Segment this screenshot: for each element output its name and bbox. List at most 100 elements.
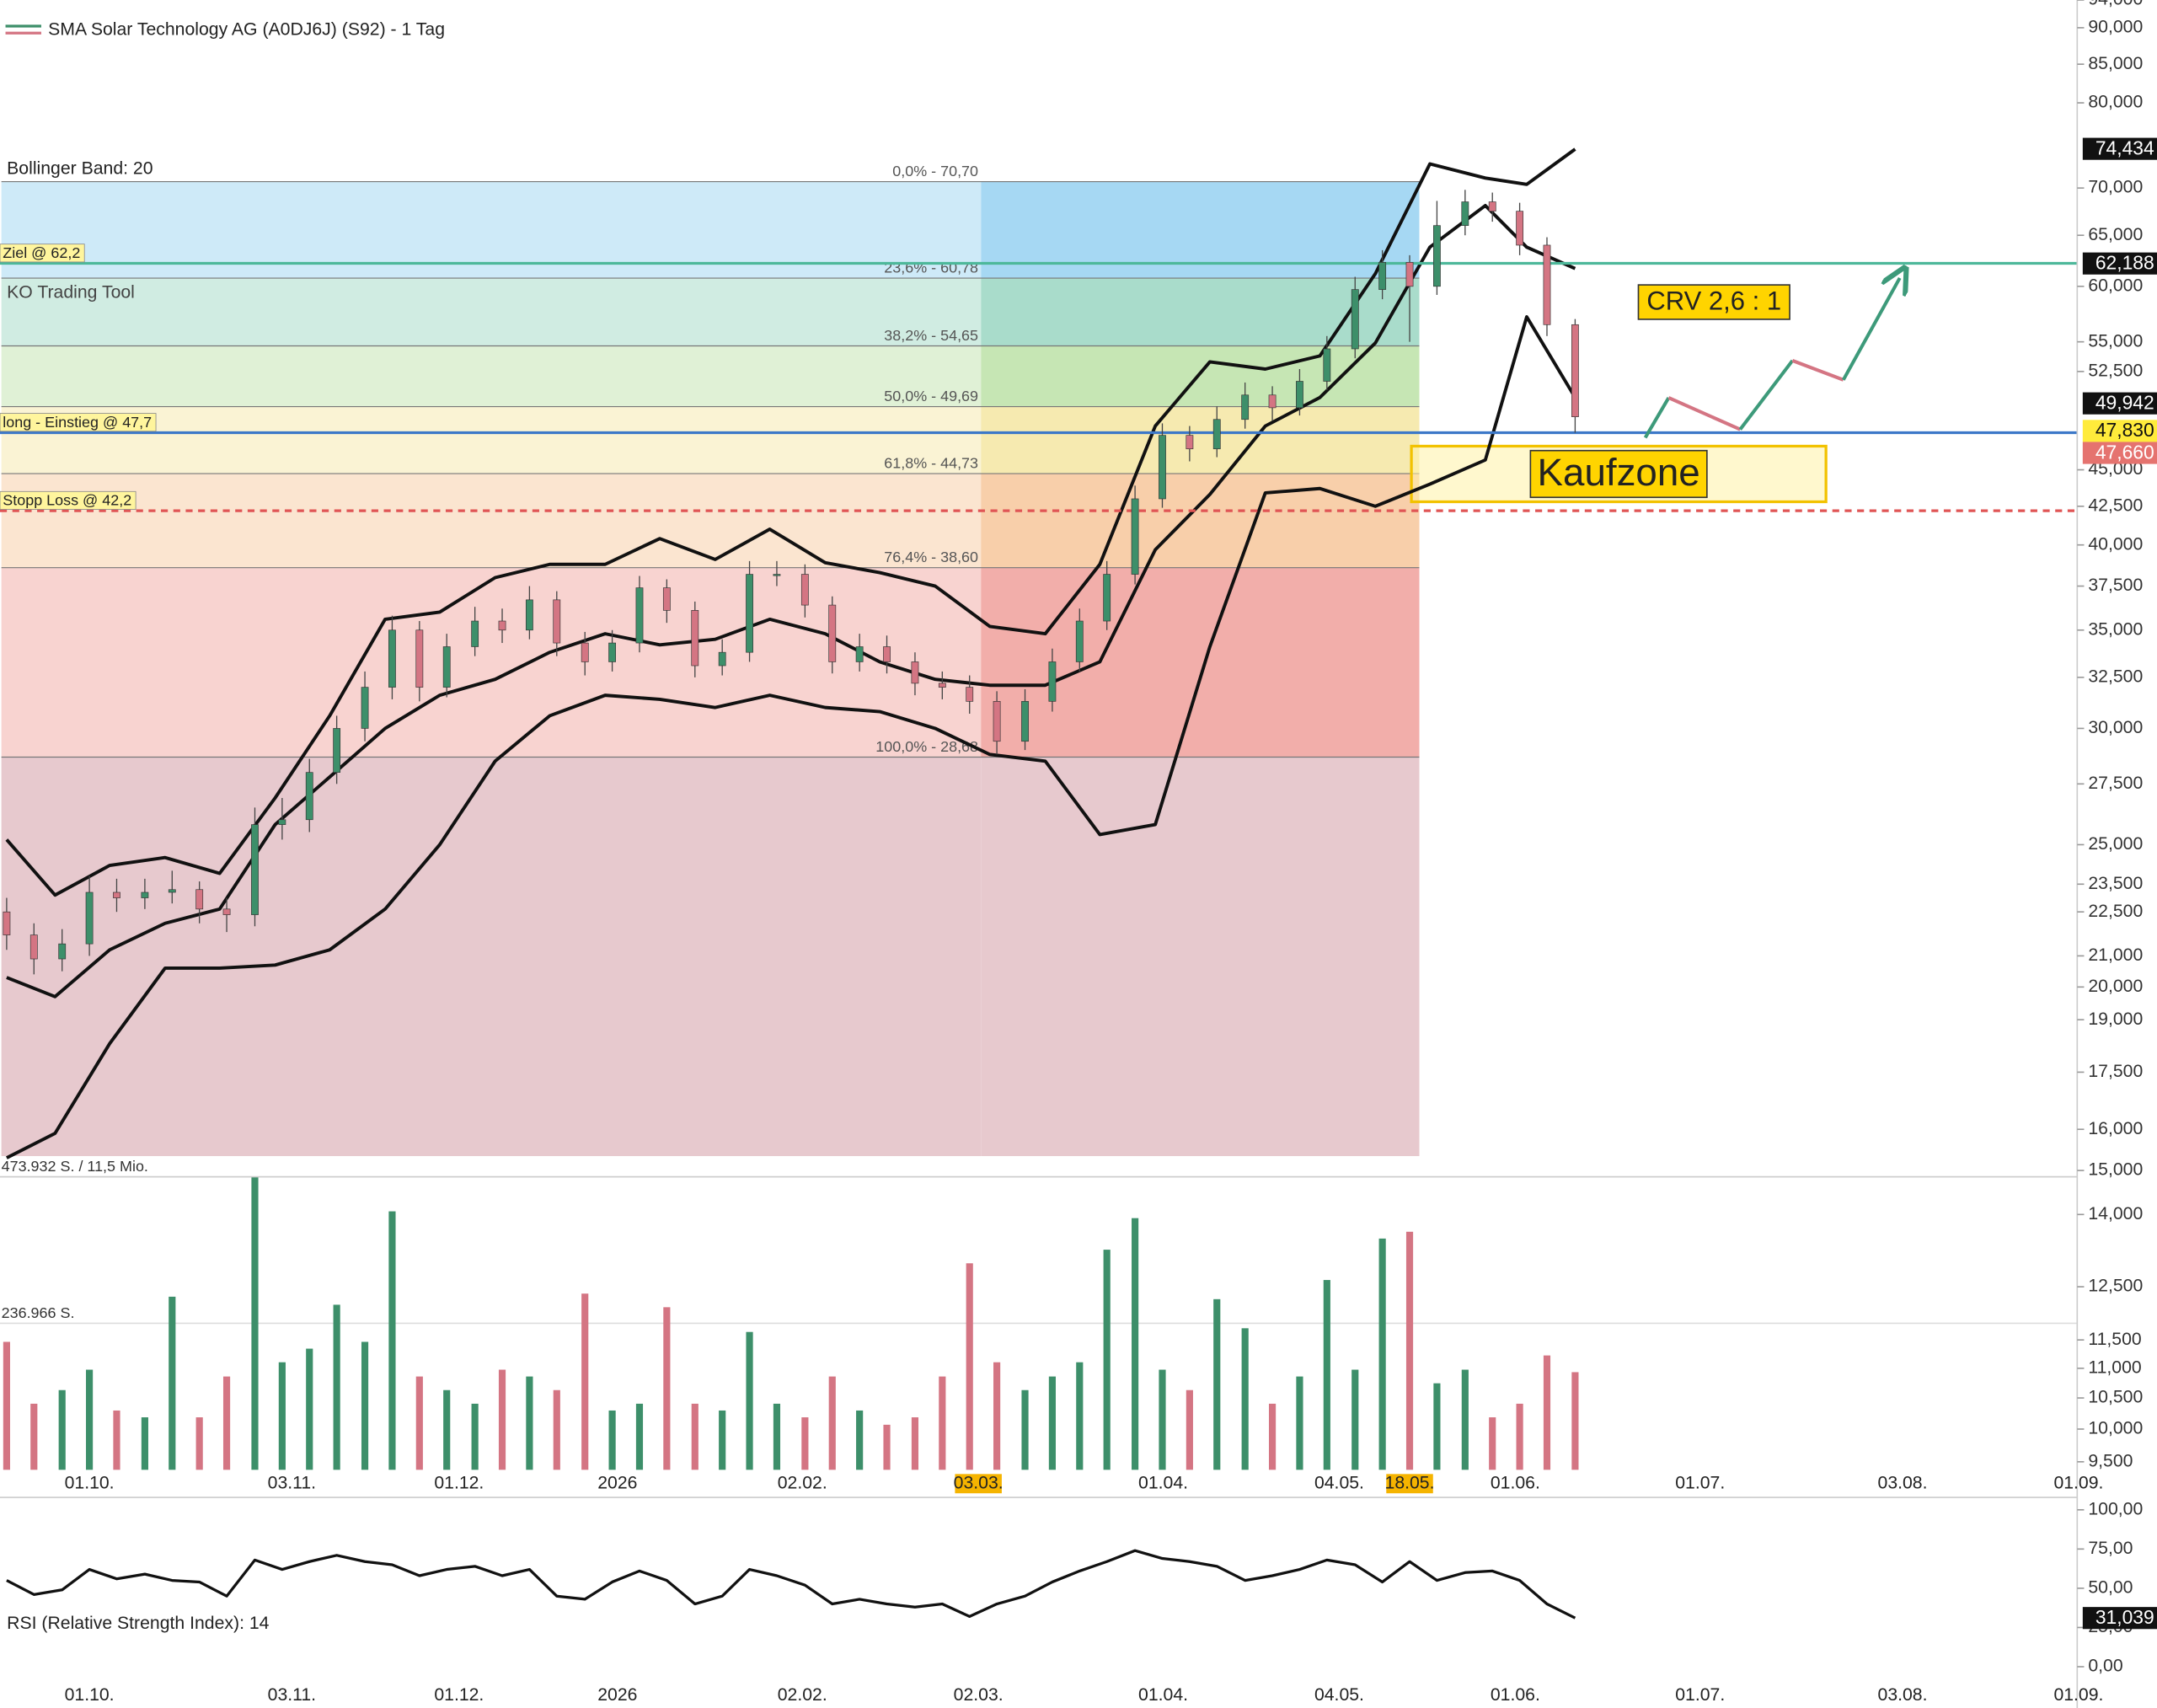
- candle-body: [911, 661, 919, 684]
- zone-label-bg: [1529, 449, 1708, 499]
- x-tick-label: 03.08.: [1878, 1685, 1928, 1705]
- volume-bar: [553, 1389, 560, 1470]
- y-tick-label: 14,000: [2088, 1204, 2143, 1223]
- fib-label: 61,8% - 44,73: [884, 454, 978, 471]
- price-tag: [2082, 252, 2157, 275]
- candle-body: [828, 604, 837, 662]
- rsi-tag-label: 31,039: [2095, 1606, 2154, 1628]
- bollinger-upper: [5, 147, 1576, 897]
- projection-up: [1643, 397, 1671, 439]
- y-tick-label: 21,000: [2088, 945, 2143, 965]
- y-tick-label: 94,000: [2088, 0, 2143, 9]
- volume-bar: [1433, 1383, 1441, 1470]
- candle-body: [278, 819, 286, 825]
- y-tick-label: 85,000: [2088, 54, 2143, 73]
- y-tick-label: 0,00: [2088, 1657, 2122, 1676]
- x-tick-label: 2026: [597, 1473, 637, 1492]
- candle-body: [1405, 262, 1414, 287]
- candle-body: [3, 911, 11, 935]
- candle-body: [195, 889, 204, 910]
- candle-body: [855, 646, 864, 662]
- rsi-line: [6, 1549, 1576, 1620]
- y-tick-label: 16,000: [2088, 1119, 2143, 1138]
- x-tick-label: 01.12.: [434, 1685, 484, 1705]
- price-panel: 0,0% - 70,70 23,6% - 60,78 38,2% - 54,65 50…: [0, 147, 2078, 1159]
- level-label-bg: [0, 244, 85, 263]
- candle-body: [113, 891, 120, 898]
- fib-label: 38,2% - 54,65: [884, 327, 978, 344]
- volume-bar: [1241, 1328, 1249, 1470]
- bollinger-lower: [6, 315, 1577, 1159]
- fib-label: 100,0% - 28,68: [875, 738, 978, 755]
- y-tick-label: 30,000: [2088, 718, 2143, 737]
- x-tick-label: 01.07.: [1675, 1685, 1725, 1705]
- candle-body: [1351, 289, 1359, 350]
- volume-bar: [1351, 1369, 1359, 1470]
- volume-bar: [498, 1369, 506, 1470]
- volume-bar: [719, 1410, 726, 1470]
- price-tag: [2082, 420, 2157, 442]
- candle-body: [1075, 620, 1084, 662]
- y-tick-label: 45,000: [2088, 459, 2143, 479]
- fib-label: 0,0% - 70,70: [892, 163, 978, 179]
- x-tick-label: 01.12.: [434, 1473, 484, 1492]
- volume-bar: [30, 1403, 38, 1470]
- y-tick-label: 60,000: [2088, 276, 2143, 295]
- level-label: Ziel @ 62,2: [3, 244, 80, 261]
- x-tick-label: 01.10.: [65, 1473, 115, 1492]
- candle-body: [388, 629, 396, 688]
- candle-body: [966, 687, 974, 702]
- volume-bar: [1489, 1417, 1496, 1470]
- x-tick-label: 03.08.: [1878, 1473, 1928, 1492]
- y-tick-label: 11,500: [2088, 1330, 2141, 1349]
- y-tick-label: 37,500: [2088, 576, 2143, 595]
- y-tick-label: 55,000: [2088, 331, 2143, 351]
- volume-panel: [0, 1176, 2078, 1470]
- volume-bar: [306, 1348, 313, 1470]
- projection-arrow: [1841, 278, 1900, 381]
- x-tick-label: 03.11.: [268, 1473, 316, 1492]
- indicator-label: Bollinger Band: 20: [7, 159, 153, 179]
- x-tick-label: 02.03.: [954, 1685, 1004, 1705]
- volume-bar: [691, 1403, 698, 1470]
- volume-bar: [1186, 1389, 1193, 1470]
- volume-bar: [195, 1417, 203, 1470]
- fib-band: [1, 757, 982, 1157]
- candle-body: [608, 642, 617, 662]
- y-tick-label: 32,500: [2088, 667, 2143, 686]
- price-tag-label: 62,188: [2095, 252, 2154, 274]
- x-tick-label: 01.04.: [1138, 1685, 1188, 1705]
- y-tick-label: 15,000: [2088, 1160, 2143, 1180]
- candle-body: [1186, 435, 1194, 450]
- candle-body: [1212, 419, 1221, 450]
- candle-body: [1516, 211, 1524, 246]
- x-tick-highlight: [955, 1474, 1002, 1494]
- candle-body: [1543, 244, 1551, 325]
- volume-bar: [993, 1362, 1001, 1470]
- price-tag-label: 47,660: [2095, 441, 2154, 463]
- rsi-panel: [6, 1549, 1576, 1620]
- volume-bar: [251, 1176, 259, 1470]
- volume-bar: [746, 1331, 753, 1470]
- fib-label: 50,0% - 49,69: [884, 388, 978, 404]
- candle-body: [883, 646, 891, 662]
- y-tick-label: 35,000: [2088, 619, 2143, 639]
- volume-bar: [58, 1389, 66, 1470]
- y-tick-label: 90,000: [2088, 18, 2143, 37]
- volume-bar: [608, 1410, 616, 1470]
- price-tag-label: 74,434: [2095, 137, 2154, 158]
- y-tick-label: 52,500: [2088, 361, 2143, 380]
- x-tick-label: 04.05.: [1314, 1473, 1364, 1492]
- volume-bar: [1076, 1362, 1084, 1470]
- candle-body: [1048, 661, 1057, 702]
- candle-body: [1296, 381, 1303, 409]
- candle-body: [1241, 394, 1250, 420]
- x-tick-label: 01.04.: [1138, 1473, 1188, 1492]
- x-tick-label: 01.09.: [2053, 1685, 2103, 1705]
- volume-bar: [388, 1211, 396, 1470]
- y-tick-label: 10,000: [2088, 1419, 2143, 1438]
- y-tick-label: 40,000: [2088, 534, 2143, 554]
- candle-body: [1461, 201, 1469, 226]
